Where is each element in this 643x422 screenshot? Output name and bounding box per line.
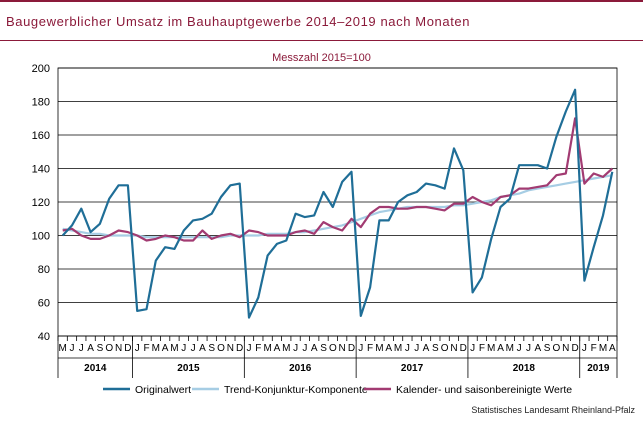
month-tick-label: J (69, 343, 74, 354)
month-tick-label: O (105, 343, 113, 354)
legend-label: Kalender- und saisonbereinigte Werte (396, 384, 572, 396)
month-tick-label: A (534, 343, 541, 354)
legend-label: Originalwert (135, 384, 191, 396)
month-tick-label: S (320, 343, 327, 354)
month-tick-label: N (562, 343, 569, 354)
month-tick-label: N (339, 343, 346, 354)
month-tick-label: D (571, 343, 578, 354)
y-tick-label: 100 (32, 231, 50, 243)
series-line-original (61, 88, 614, 319)
month-tick-label: N (450, 343, 457, 354)
title-divider (0, 40, 643, 41)
month-tick-label: J (517, 343, 522, 354)
month-tick-label: S (97, 343, 104, 354)
month-tick-label: A (497, 343, 504, 354)
y-tick-label: 120 (32, 197, 50, 209)
month-tick-label: D (348, 343, 355, 354)
month-tick-label: J (181, 343, 186, 354)
year-label: 2017 (401, 363, 424, 374)
month-tick-label: A (87, 343, 94, 354)
month-tick-label: J (526, 343, 531, 354)
month-tick-label: F (255, 343, 261, 354)
month-tick-label: S (208, 343, 215, 354)
month-tick-label: M (375, 343, 383, 354)
month-tick-label: M (282, 343, 290, 354)
year-label: 2014 (84, 363, 107, 374)
month-tick-label: J (405, 343, 410, 354)
month-tick-label: O (441, 343, 449, 354)
y-tick-label: 200 (32, 63, 50, 75)
y-tick-label: 140 (32, 164, 50, 176)
month-tick-label: F (143, 343, 149, 354)
month-tick-label: F (367, 343, 373, 354)
month-tick-label: M (506, 343, 514, 354)
month-tick-label: J (358, 343, 363, 354)
month-tick-label: N (115, 343, 122, 354)
series-line-trend (62, 174, 613, 239)
series-line-seasonal-adjusted (62, 117, 614, 242)
month-tick-label: J (582, 343, 587, 354)
y-tick-label: 160 (32, 130, 50, 142)
month-tick-label: O (217, 343, 225, 354)
month-tick-label: A (199, 343, 206, 354)
month-tick-label: A (274, 343, 281, 354)
month-tick-label: D (236, 343, 243, 354)
year-label: 2019 (587, 363, 610, 374)
month-tick-label: N (227, 343, 234, 354)
year-label: 2016 (289, 363, 312, 374)
month-tick-label: M (487, 343, 495, 354)
y-tick-label: 60 (38, 298, 50, 310)
month-tick-label: J (293, 343, 298, 354)
month-tick-label: A (385, 343, 392, 354)
month-tick-label: D (460, 343, 467, 354)
month-tick-label: M (599, 343, 607, 354)
month-tick-label: A (311, 343, 318, 354)
y-tick-label: 180 (32, 97, 50, 109)
month-tick-label: J (191, 343, 196, 354)
month-tick-label: J (135, 343, 140, 354)
month-tick-label: M (152, 343, 160, 354)
month-tick-label: J (302, 343, 307, 354)
month-tick-label: J (246, 343, 251, 354)
month-tick-label: O (553, 343, 561, 354)
month-tick-label: S (432, 343, 439, 354)
month-tick-label: O (329, 343, 337, 354)
month-tick-label: A (423, 343, 430, 354)
chart-title: Baugewerblicher Umsatz im Bauhauptgewerb… (6, 14, 471, 29)
year-label: 2015 (177, 363, 200, 374)
month-tick-label: M (58, 343, 66, 354)
month-tick-label: M (394, 343, 402, 354)
top-accent-line (0, 0, 643, 2)
month-tick-label: J (414, 343, 419, 354)
month-tick-label: S (544, 343, 551, 354)
chart-subtitle: Messzahl 2015=100 (272, 52, 371, 64)
month-tick-label: M (170, 343, 178, 354)
month-tick-label: F (479, 343, 485, 354)
year-label: 2018 (513, 363, 536, 374)
data-source-note: Statistisches Landesamt Rheinland-Pfalz (471, 405, 635, 415)
month-tick-label: M (263, 343, 271, 354)
month-tick-label: D (124, 343, 131, 354)
month-tick-label: J (79, 343, 84, 354)
month-tick-label: J (470, 343, 475, 354)
y-tick-label: 80 (38, 264, 50, 276)
month-tick-label: A (609, 343, 616, 354)
y-tick-label: 40 (38, 331, 50, 343)
legend-label: Trend-Konjunktur-Komponente (224, 384, 368, 396)
month-tick-label: F (591, 343, 597, 354)
month-tick-label: A (162, 343, 169, 354)
